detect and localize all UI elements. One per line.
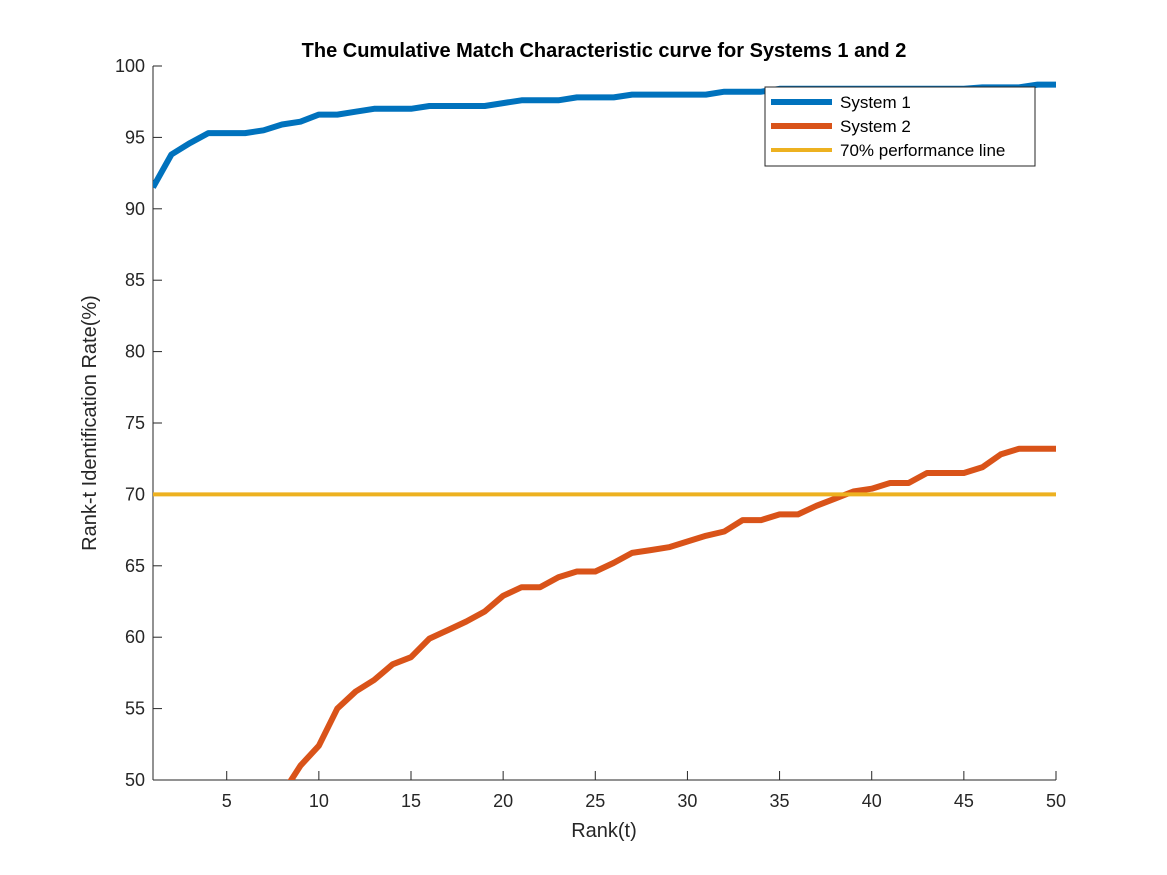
y-tick-label: 75: [125, 413, 145, 433]
y-tick-label: 95: [125, 127, 145, 147]
x-tick-label: 5: [222, 791, 232, 811]
legend-label: System 2: [840, 117, 911, 136]
x-axis-label: Rank(t): [571, 820, 637, 842]
y-tick-label: 80: [125, 342, 145, 362]
x-tick-label: 50: [1046, 791, 1066, 811]
legend-label: 70% performance line: [840, 141, 1005, 160]
y-tick-label: 100: [115, 56, 145, 76]
y-tick-label: 50: [125, 770, 145, 790]
legend-label: System 1: [840, 93, 911, 112]
y-tick-label: 65: [125, 556, 145, 576]
x-tick-label: 35: [770, 791, 790, 811]
x-tick-label: 45: [954, 791, 974, 811]
axes-frame: [152, 66, 1056, 781]
chart-title: The Cumulative Match Characteristic curv…: [302, 40, 907, 62]
y-tick-label: 55: [125, 699, 145, 719]
legend: System 1 System 2 70% performance line: [764, 86, 1036, 167]
x-tick-label: 10: [309, 791, 329, 811]
x-tick-label: 15: [401, 791, 421, 811]
y-tick-label: 90: [125, 199, 145, 219]
x-axis-ticks: 5 10 15 20 25 30 35 40 45 50: [222, 771, 1066, 811]
x-tick-label: 30: [677, 791, 697, 811]
y-tick-label: 85: [125, 270, 145, 290]
y-axis-ticks: 50 55 60 65 70 75 80 85 90 95 100: [115, 56, 162, 790]
x-tick-label: 20: [493, 791, 513, 811]
series-layer: [153, 81, 1056, 780]
y-tick-label: 60: [125, 627, 145, 647]
x-tick-label: 25: [585, 791, 605, 811]
y-axis-label: Rank-t Identification Rate(%): [79, 295, 101, 551]
x-tick-label: 40: [862, 791, 882, 811]
y-tick-label: 70: [125, 484, 145, 504]
series-line-system-2: [287, 445, 1056, 780]
